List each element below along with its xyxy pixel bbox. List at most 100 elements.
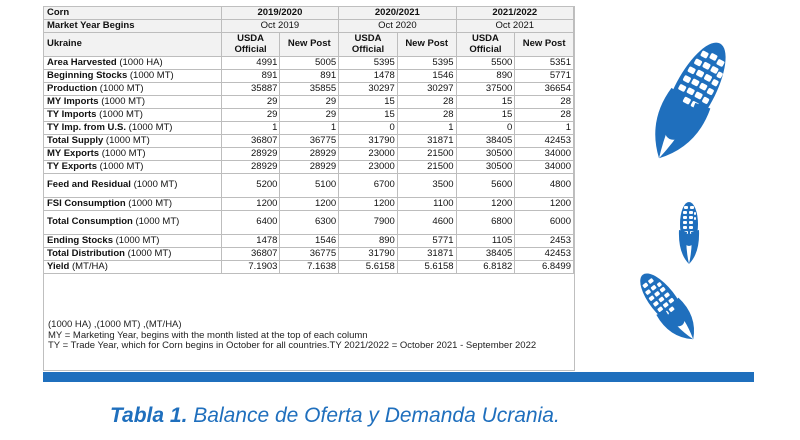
table-cell: 4800 (514, 173, 574, 198)
figure-caption: Tabla 1. Balance de Oferta y Demanda Ucr… (110, 404, 560, 428)
header-post-2: New Post (397, 32, 457, 57)
header-usda-1: USDA Official (221, 32, 281, 57)
row-name: Production (47, 82, 98, 94)
official-label: Official (469, 43, 502, 55)
table-cell: 1546 (397, 69, 457, 83)
row-name: Total Supply (47, 134, 104, 146)
table-cell: 5395 (397, 56, 457, 70)
table-cell: 5.6158 (338, 260, 398, 274)
table-row: Area Harvested (1000 HA) 4991 5005 5395 5395… (44, 56, 574, 70)
table-cell: 4991 (221, 56, 281, 70)
psd-table-sheet: Corn 2019/2020 2020/2021 2021/2022 Marke… (43, 6, 575, 371)
table-cell: 5395 (338, 56, 398, 70)
header-usda-3: USDA Official (456, 32, 516, 57)
table-row: TY Imp. from U.S. (1000 MT) 1 1 0 1 0 1 (44, 121, 574, 135)
table-cell: 31871 (397, 247, 457, 261)
table-row: Total Consumption (1000 MT) 6400 6300 7900 4… (44, 210, 574, 235)
row-name: MY Imports (47, 95, 99, 107)
corn-cob-icon (678, 202, 700, 264)
row-name: Area Harvested (47, 56, 117, 68)
table-cell: 42453 (514, 134, 574, 148)
table-row: Yield (MT/HA) 7.1903 7.1638 5.6158 5.6158 6.8… (44, 260, 574, 274)
row-name: FSI Consumption (47, 197, 126, 209)
table-cell: 28929 (221, 160, 281, 174)
table-cell: 6800 (456, 210, 516, 235)
header-year-2: 2020/2021 (338, 7, 457, 20)
row-unit: (1000 MT) (127, 69, 174, 81)
table-row: Feed and Residual (1000 MT) 5200 5100 6700 3… (44, 173, 574, 198)
header-post-1: New Post (279, 32, 340, 57)
table-cell: 890 (456, 69, 516, 83)
table-cell: 15 (456, 95, 516, 109)
row-name: TY Imp. from U.S. (47, 121, 127, 133)
table-cell: 28 (397, 95, 457, 109)
table-cell: 38405 (456, 247, 516, 261)
row-unit: (1000 MT) (96, 160, 144, 172)
table-cell: 35855 (279, 82, 340, 96)
header-usda-2: USDA Official (338, 32, 398, 57)
table-cell: 2453 (514, 234, 574, 248)
header-year-3: 2021/2022 (456, 7, 575, 20)
table-row: Production (1000 MT) 35887 35855 30297 30297… (44, 82, 574, 96)
row-unit: (1000 MT) (125, 197, 173, 209)
official-label: Official (234, 43, 267, 55)
table-cell: 21500 (397, 147, 457, 161)
table-cell: 28929 (221, 147, 281, 161)
table-row: Beginning Stocks (1000 MT) 891 891 1478 1546… (44, 69, 574, 83)
table-cell: 28 (397, 108, 457, 122)
row-label: Ending Stocks (1000 MT) (44, 234, 222, 248)
table-cell: 38405 (456, 134, 516, 148)
usda-label: USDA (237, 33, 265, 44)
row-label: TY Imports (1000 MT) (44, 108, 222, 122)
table-cell: 1546 (279, 234, 340, 248)
header-country: Ukraine (44, 32, 222, 57)
table-notes: (1000 HA) ,(1000 MT) ,(MT/HA) MY = Marke… (48, 319, 568, 352)
row-name: Ending Stocks (47, 234, 113, 246)
table-cell: 30297 (338, 82, 398, 96)
row-label: MY Imports (1000 MT) (44, 95, 222, 109)
row-unit: (1000 MT) (112, 234, 160, 246)
table-cell: 5771 (514, 69, 574, 83)
header-market-year: Market Year Begins (44, 19, 222, 33)
row-unit: (1000 MT) (132, 216, 180, 228)
table-cell: 0 (338, 121, 398, 135)
row-label: Total Supply (1000 MT) (44, 134, 222, 148)
table-cell: 5.6158 (397, 260, 457, 274)
row-unit: (1000 MT) (126, 121, 173, 133)
header-year-1: 2019/2020 (221, 7, 340, 20)
table-cell: 1200 (456, 197, 516, 211)
table-cell: 1478 (338, 69, 398, 83)
header-begins-2: Oct 2020 (338, 19, 457, 33)
row-label: Feed and Residual (1000 MT) (44, 173, 222, 198)
table-cell: 30297 (397, 82, 457, 96)
table-cell: 1200 (338, 197, 398, 211)
supply-demand-table: Corn 2019/2020 2020/2021 2021/2022 Marke… (44, 7, 575, 274)
table-cell: 28 (514, 108, 574, 122)
header-post-3: New Post (514, 32, 574, 57)
table-cell: 1 (514, 121, 574, 135)
table-cell: 23000 (338, 147, 398, 161)
table-row: Total Distribution (1000 MT) 36807 36775 31… (44, 247, 574, 261)
table-cell: 29 (221, 95, 281, 109)
table-cell: 0 (456, 121, 516, 135)
table-cell: 5200 (221, 173, 281, 198)
table-cell: 890 (338, 234, 398, 248)
official-label: Official (351, 43, 385, 55)
note-ty: TY = Trade Year, which for Corn begins i… (48, 340, 537, 351)
row-name: Total Distribution (47, 247, 125, 259)
table-row: FSI Consumption (1000 MT) 1200 1200 1200 110… (44, 197, 574, 211)
usda-label: USDA (354, 33, 382, 44)
table-row: MY Exports (1000 MT) 28929 28929 23000 21500… (44, 147, 574, 161)
header-commodity: Corn (44, 7, 222, 20)
table-cell: 36807 (221, 247, 281, 261)
table-cell: 6300 (279, 210, 340, 235)
table-cell: 36654 (514, 82, 574, 96)
header-begins-3: Oct 2021 (456, 19, 575, 33)
table-cell: 31790 (338, 134, 398, 148)
row-name: Yield (47, 260, 70, 272)
corn-cob-icon (655, 42, 726, 159)
table-cell: 1200 (221, 197, 281, 211)
row-label: Area Harvested (1000 HA) (44, 56, 222, 70)
table-cell: 36807 (221, 134, 281, 148)
table-row: TY Imports (1000 MT) 29 29 15 28 15 28 (44, 108, 574, 122)
